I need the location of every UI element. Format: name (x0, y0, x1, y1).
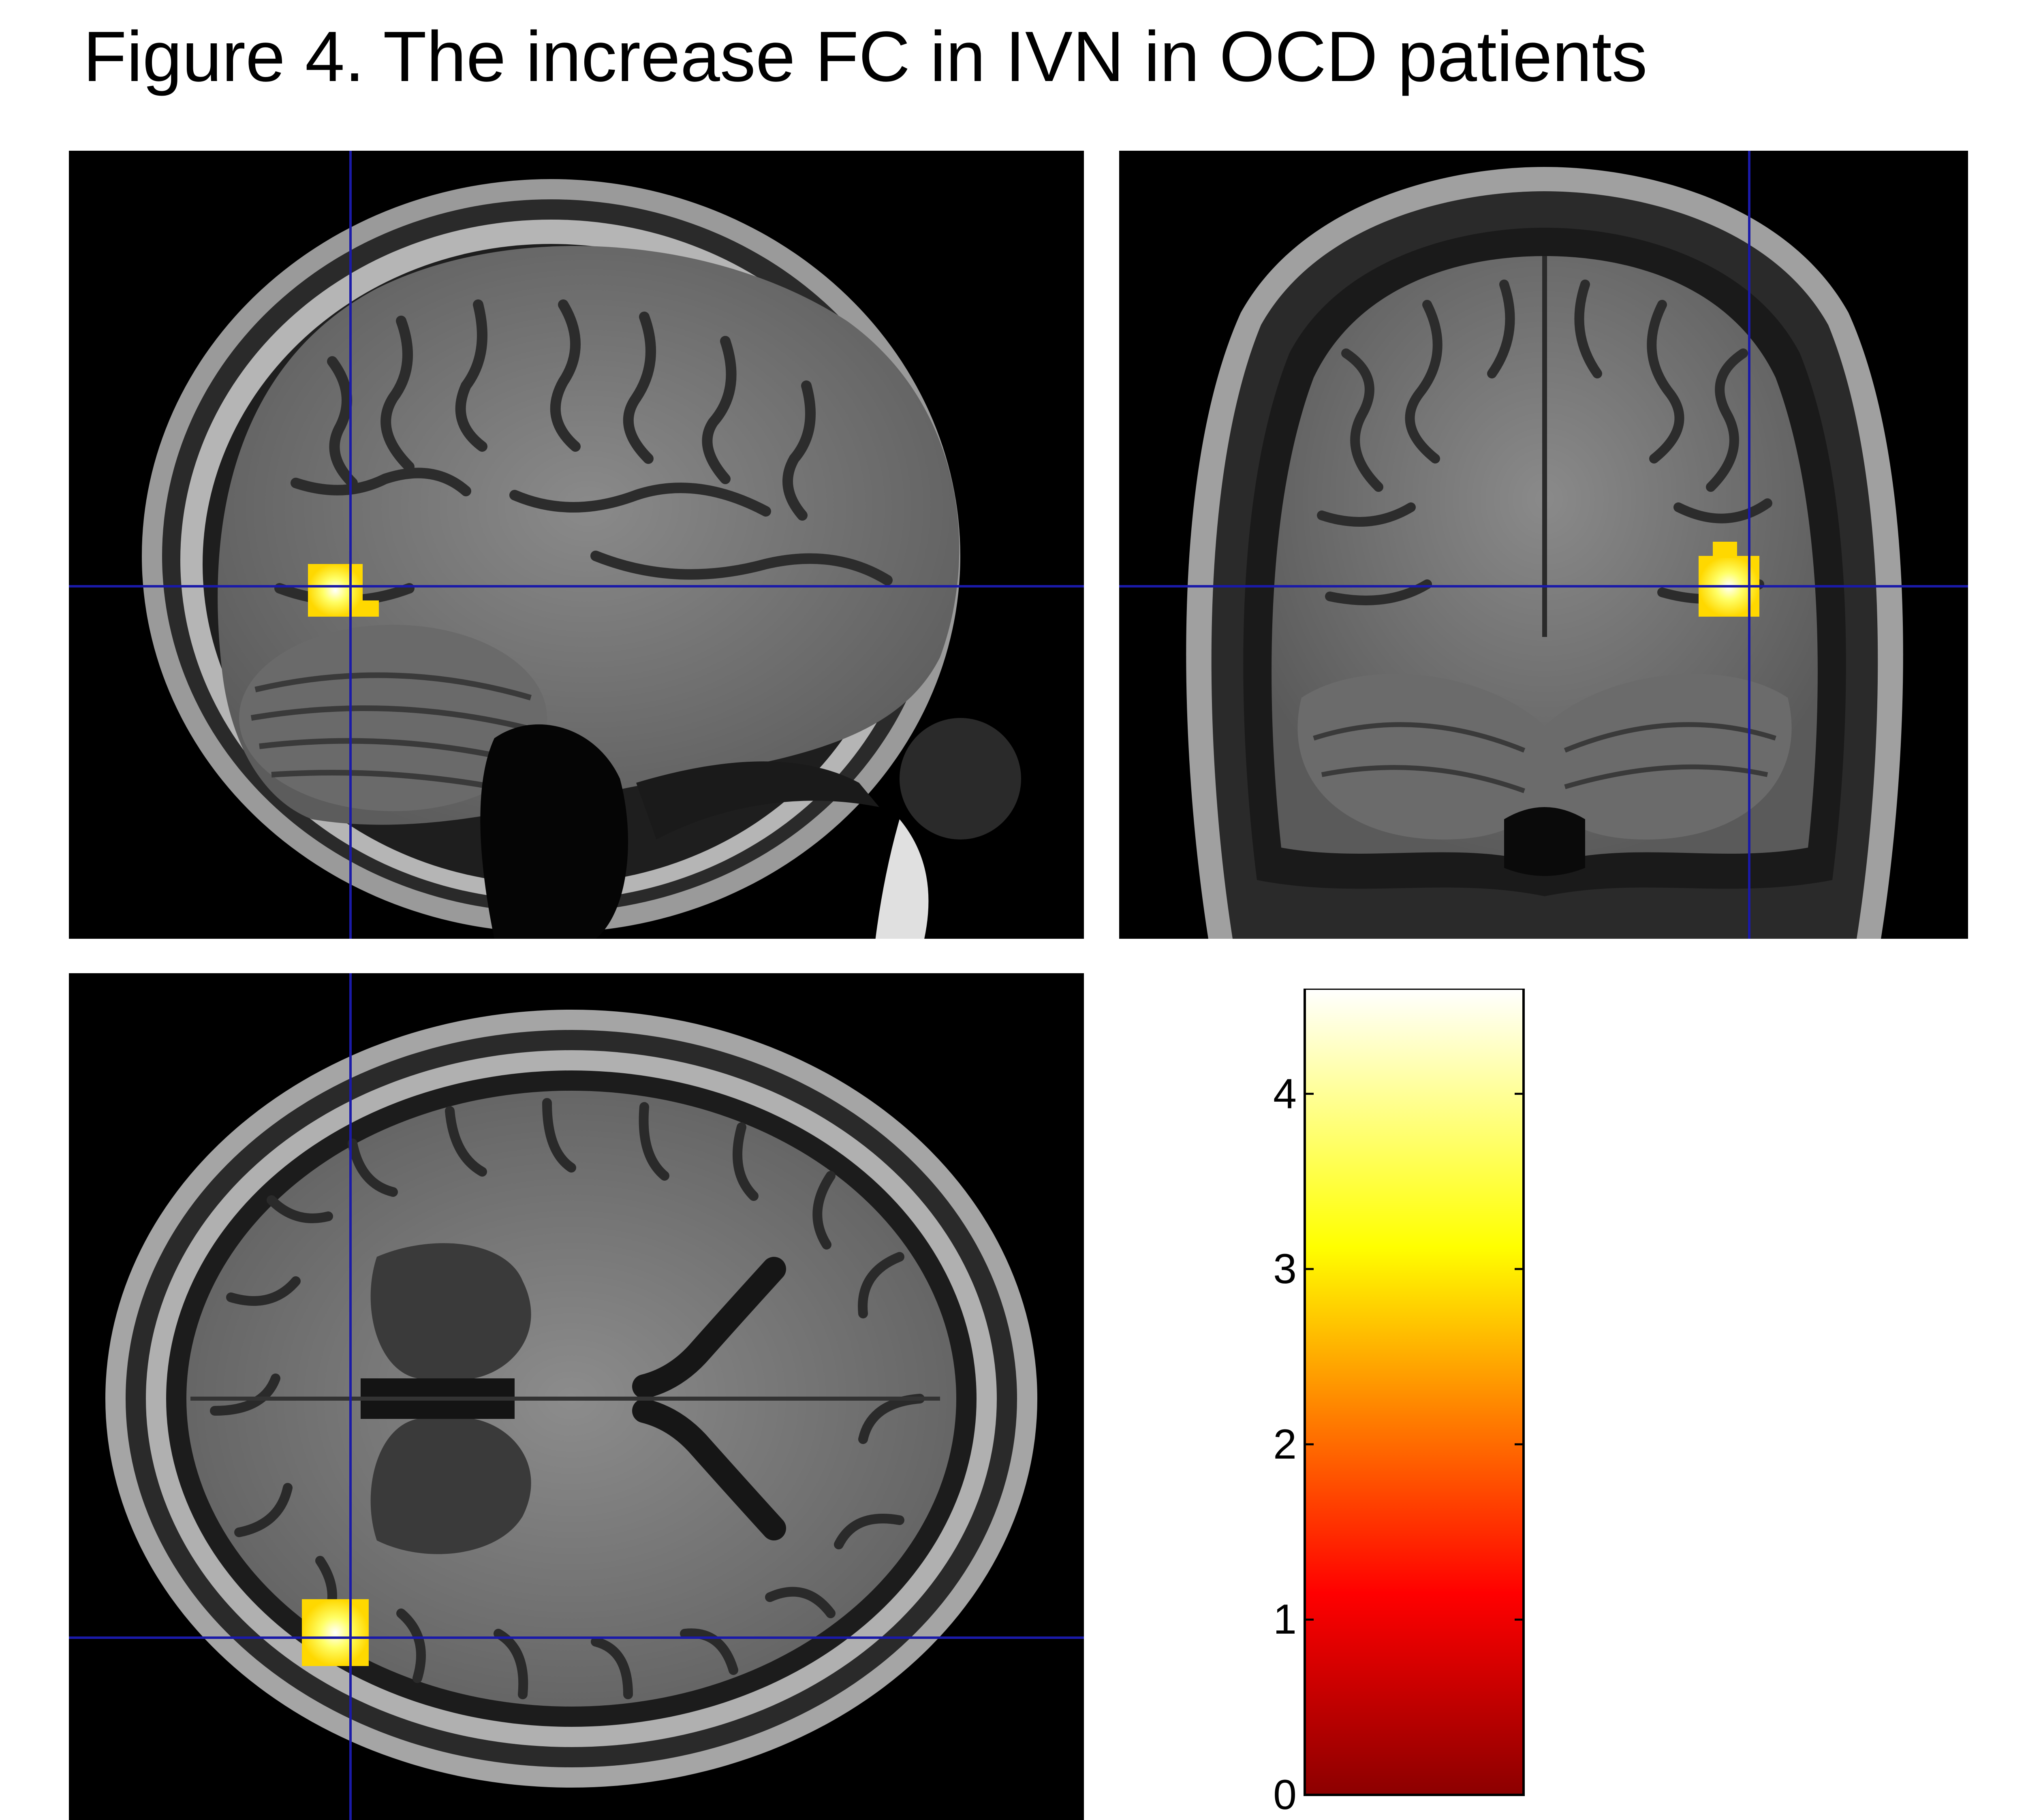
activation-cluster-axial (302, 1599, 369, 1666)
axial-mri-image (69, 973, 1084, 1820)
activation-cluster-sagittal (308, 564, 363, 617)
colorbar-tick-label: 0 (1273, 1771, 1297, 1818)
figure-title: Figure 4. The increase FC in IVN in OCD … (83, 17, 1648, 96)
colorbar-gradient (1304, 989, 1525, 1796)
colorbar: 0 1 2 3 4 (1236, 989, 1601, 1817)
axial-mri-panel (69, 973, 1084, 1820)
colorbar-tick-label: 1 (1273, 1596, 1297, 1643)
colorbar-tick-label: 2 (1273, 1421, 1297, 1468)
colorbar-graphic (1304, 989, 1525, 1796)
colorbar-tick-label: 3 (1273, 1245, 1297, 1293)
sagittal-mri-image (69, 151, 1084, 939)
colorbar-tick-label: 4 (1273, 1070, 1297, 1117)
sagittal-mri-panel (69, 151, 1084, 939)
coronal-mri-image (1119, 151, 1968, 939)
coronal-mri-panel (1119, 151, 1968, 939)
